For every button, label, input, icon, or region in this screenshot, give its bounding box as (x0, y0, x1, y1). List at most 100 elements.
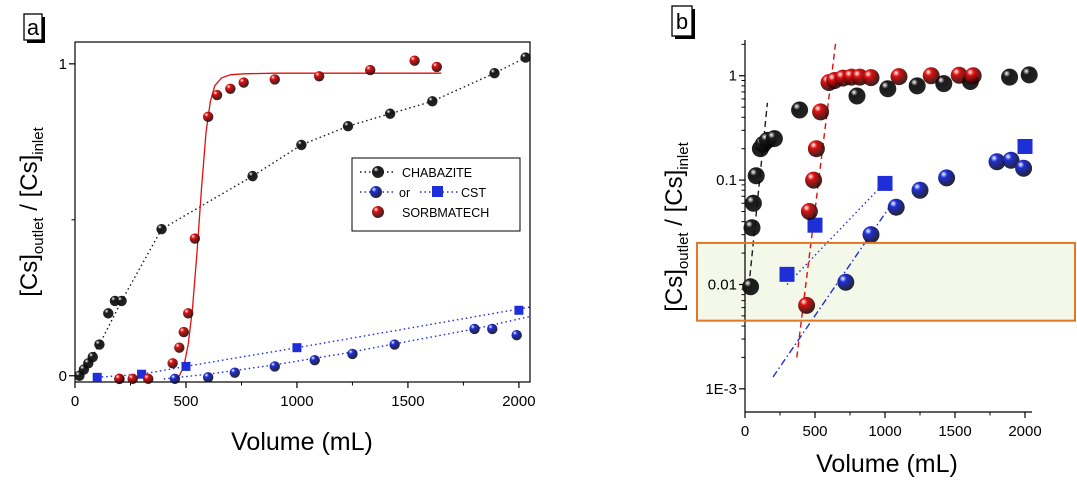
fit-line-chabazite (749, 102, 769, 277)
data-point-sorbmatech (269, 74, 280, 85)
data-point-sorbmatech (800, 203, 818, 221)
data-point-cst (887, 198, 905, 216)
data-point-cst-square (779, 266, 795, 282)
data-point-cst-square (292, 343, 302, 353)
data-point-chabazite (384, 108, 396, 119)
x-tick-label: 500 (802, 423, 827, 440)
data-point-chabazite (747, 167, 765, 185)
data-point-sorbmatech (964, 67, 982, 85)
panel-a-label-badge: a (23, 13, 45, 43)
data-point-chabazite (520, 52, 531, 63)
data-point-chabazite (935, 75, 953, 93)
data-point-cst-square (92, 372, 102, 382)
panel-b-label: b (676, 9, 688, 34)
data-point-chabazite (743, 219, 761, 237)
legend-marker (370, 186, 382, 198)
panel-a-x-axis-label: Volume (mL) (231, 428, 373, 456)
data-point-chabazite (791, 101, 809, 119)
data-point-sorbmatech (364, 64, 376, 76)
data-point-cst-square (807, 217, 823, 233)
legend-label: CST (461, 186, 486, 200)
data-point-sorbmatech (922, 67, 940, 85)
data-point-chabazite (427, 96, 438, 107)
data-point-cst (202, 372, 214, 383)
data-point-cst (938, 169, 956, 187)
data-point-cst (169, 373, 181, 385)
data-point-cst (469, 323, 480, 335)
data-point-sorbmatech (114, 373, 125, 385)
data-point-chabazite (247, 170, 258, 182)
y-label-subscript: outlet (30, 217, 47, 255)
data-point-chabazite (1001, 68, 1019, 86)
data-point-cst (1015, 159, 1033, 177)
data-point-chabazite (342, 121, 354, 132)
data-point-sorbmatech (805, 171, 823, 189)
data-point-chabazite (489, 67, 500, 79)
data-point-cst (269, 361, 280, 372)
y-label-subscript: outlet (675, 232, 692, 270)
data-point-cst (988, 153, 1006, 171)
fit-line-cst (786, 181, 886, 285)
data-point-cst (347, 348, 358, 360)
data-point-sorbmatech (225, 83, 236, 94)
data-point-sorbmatech (178, 326, 189, 338)
data-point-sorbmatech (202, 111, 214, 123)
data-point-sorbmatech (862, 69, 880, 87)
y-tick-label: 0.1 (716, 172, 737, 189)
legend-marker (432, 186, 443, 197)
data-point-sorbmatech (798, 296, 816, 314)
legend-label-prefix: or (399, 186, 410, 200)
data-point-cst-square (514, 305, 524, 315)
data-point-cst-square (181, 361, 191, 371)
y-tick-label: 1E-3 (705, 381, 737, 398)
y-label-subscript: inlet (30, 126, 47, 154)
x-tick-label: 500 (173, 393, 198, 410)
data-point-cst (487, 323, 498, 335)
data-point-cst (229, 367, 241, 378)
x-tick-label: 2000 (1008, 423, 1041, 440)
data-point-chabazite (87, 351, 98, 363)
data-point-sorbmatech (313, 71, 325, 82)
y-tick-label: 0 (59, 368, 67, 385)
legend-marker (372, 166, 384, 178)
y-label-subscript: inlet (675, 141, 692, 169)
data-point-chabazite (742, 278, 760, 296)
legend-entry-chabazite: CHABAZITE (360, 166, 472, 180)
data-point-sorbmatech (950, 66, 968, 84)
data-point-cst-square (137, 369, 147, 379)
x-tick-label: 0 (741, 423, 749, 440)
data-point-sorbmatech (409, 55, 420, 66)
fit-line-sorbmatech (174, 72, 442, 380)
panel-a-plot-frame (74, 41, 531, 383)
y-tick-label: 1 (729, 68, 737, 85)
data-point-cst-square (1017, 138, 1033, 154)
y-label-part: / [Cs] (16, 155, 43, 218)
data-point-chabazite (103, 308, 114, 319)
data-point-chabazite (848, 87, 866, 105)
y-label-part: / [Cs] (661, 170, 688, 233)
data-point-chabazite (296, 139, 307, 151)
legend-label: SORBMATECH (402, 206, 489, 220)
data-point-cst (309, 354, 320, 366)
data-point-sorbmatech (174, 342, 185, 353)
data-point-chabazite (879, 80, 897, 98)
data-point-sorbmatech (167, 358, 178, 369)
data-point-sorbmatech (211, 89, 223, 101)
y-label-part: [Cs] (16, 254, 43, 297)
x-tick-label: 1500 (391, 393, 424, 410)
data-point-cst (837, 273, 855, 291)
legend-entry-sorbmatech: SORBMATECH (372, 206, 489, 220)
data-point-sorbmatech (238, 77, 249, 88)
data-point-chabazite (94, 339, 105, 350)
x-tick-label: 2000 (502, 393, 535, 410)
panel-b-y-axis-label: [Cs]outlet / [Cs]inlet (661, 141, 692, 311)
legend-entry-cst: or CST (360, 186, 486, 200)
data-point-chabazite (156, 223, 167, 235)
data-point-cst (1002, 151, 1020, 169)
y-label-part: [Cs] (661, 269, 688, 312)
panel-b-x-axis-label: Volume (mL) (816, 450, 958, 478)
legend-label: CHABAZITE (402, 166, 472, 180)
data-point-sorbmatech (182, 308, 194, 319)
data-point-sorbmatech (890, 68, 908, 86)
